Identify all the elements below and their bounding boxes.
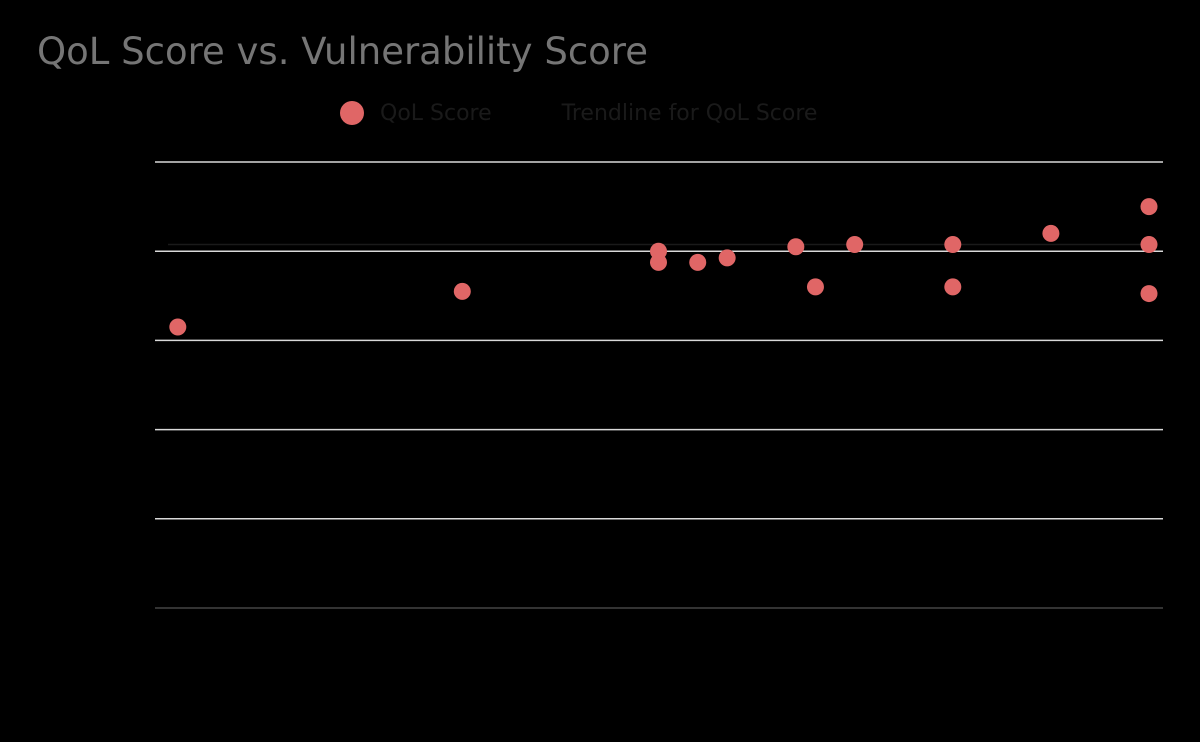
data-point[interactable] <box>718 249 736 267</box>
data-point[interactable] <box>689 253 707 271</box>
data-point[interactable] <box>944 236 962 254</box>
data-point[interactable] <box>787 238 805 256</box>
data-point[interactable] <box>1042 224 1060 242</box>
legend-label-trendline: Trendline for QoL Score <box>561 100 818 126</box>
data-point[interactable] <box>650 253 667 271</box>
legend-item-qol-score[interactable]: QoL Score <box>340 101 492 126</box>
legend-item-trendline[interactable]: Trendline for QoL Score <box>492 101 818 126</box>
data-point[interactable] <box>453 282 471 300</box>
data-point[interactable] <box>1140 285 1158 303</box>
legend-label-qol-score: QoL Score <box>380 100 492 126</box>
chart-legend: QoL Score Trendline for QoL Score <box>340 98 817 128</box>
gridlines <box>155 161 1163 609</box>
data-point[interactable] <box>169 318 187 336</box>
legend-marker-dot-icon <box>340 101 364 125</box>
data-point[interactable] <box>806 278 824 296</box>
data-point[interactable] <box>846 236 864 254</box>
scatter-points <box>169 198 1158 336</box>
data-point[interactable] <box>944 278 962 296</box>
data-point[interactable] <box>1140 198 1158 216</box>
chart-title: QoL Score vs. Vulnerability Score <box>37 30 648 73</box>
data-point[interactable] <box>1140 236 1158 254</box>
